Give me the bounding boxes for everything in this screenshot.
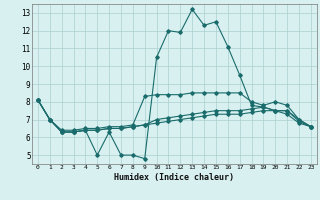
X-axis label: Humidex (Indice chaleur): Humidex (Indice chaleur) <box>115 173 234 182</box>
